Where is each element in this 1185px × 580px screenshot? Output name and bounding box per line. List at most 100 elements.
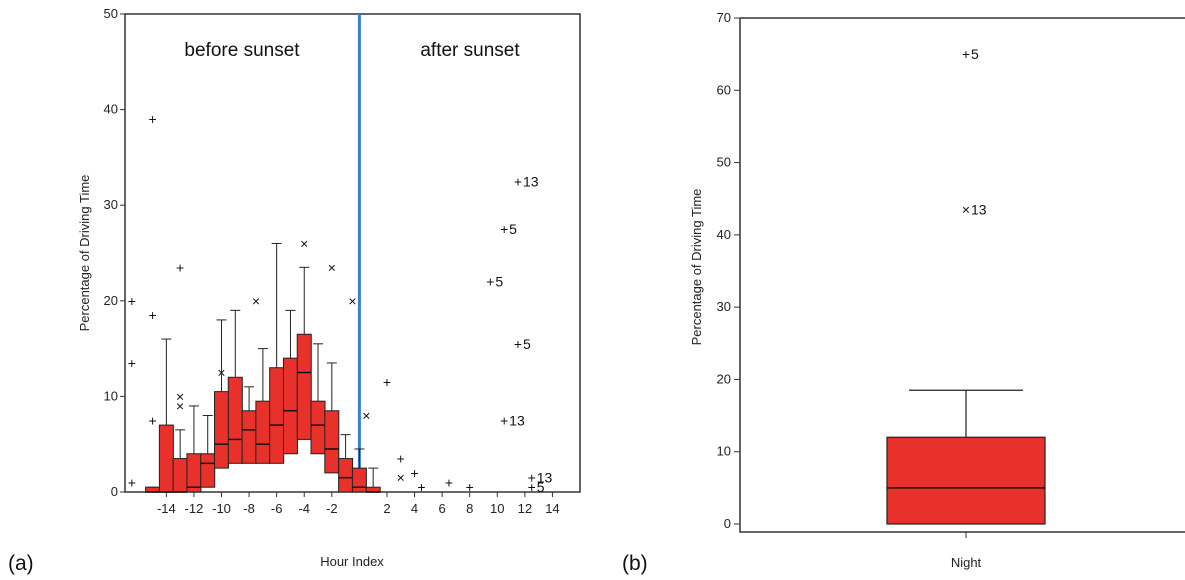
chart-a-box-rect <box>269 367 285 464</box>
chart-a-outlier-marker: + <box>445 474 453 490</box>
chart-a-y-tick-label: 20 <box>104 293 118 308</box>
chart-a-outlier-marker: + <box>514 173 522 189</box>
chart-a-y-tick-label: 50 <box>104 6 118 21</box>
chart-a-box-rect <box>241 410 257 464</box>
panel-a-label: (a) <box>8 552 34 575</box>
chart-a-box <box>255 348 271 464</box>
chart-a-outlier-marker: × <box>397 470 405 486</box>
chart-a-box-rect <box>172 458 188 493</box>
chart-a-x-tick-label: 6 <box>439 501 446 516</box>
chart-a-box-rect <box>200 453 216 488</box>
chart-a-outlier-marker: × <box>176 388 184 404</box>
chart-b-outlier-label: 13 <box>971 202 987 218</box>
chart-b-y-tick-label: 30 <box>717 299 731 314</box>
chart-a-box <box>310 343 326 455</box>
chart-a-outlier-marker: + <box>383 374 391 390</box>
chart-a-outlier-marker: + <box>148 111 156 127</box>
chart-a-box-rect <box>310 400 326 455</box>
chart-a-outlier-marker: × <box>328 259 336 275</box>
chart-b-outlier-marker: × <box>962 202 970 218</box>
chart-b-y-tick-label: 20 <box>717 371 731 386</box>
chart-a-box-rect <box>324 410 340 474</box>
chart-a-box-rect <box>338 458 354 493</box>
chart-a-outlier-marker: × <box>362 408 370 424</box>
chart-a-y-tick-label: 0 <box>111 484 118 499</box>
chart-a-box <box>269 242 285 464</box>
chart-a-x-tick-label: 4 <box>411 501 418 516</box>
chart-a-outlier-marker: + <box>500 221 508 237</box>
chart-a-box <box>324 362 340 474</box>
chart-a-outlier-label: 5 <box>509 221 517 237</box>
chart-a-outlier-marker: + <box>397 451 405 467</box>
chart-a-x-tick-label: 2 <box>383 501 390 516</box>
chart-a-x-tick-label: -8 <box>243 501 255 516</box>
chart-a-box <box>338 434 354 493</box>
chart-a-x-tick-label: 12 <box>518 501 532 516</box>
chart-a-box-rect <box>227 376 243 464</box>
chart-a-outlier-marker: + <box>148 307 156 323</box>
chart-a-outlier-label: 5 <box>523 336 531 352</box>
chart-a-outlier-marker: + <box>128 474 136 490</box>
chart-a-y-tick-label: 30 <box>104 197 118 212</box>
chart-a-box-rect <box>158 424 174 493</box>
chart-a-outlier-label: 5 <box>537 479 545 495</box>
chart-a-outlier-label: 13 <box>537 470 553 486</box>
chart-a-outlier-label: 5 <box>495 274 503 290</box>
chart-b-y-tick-label: 60 <box>717 82 731 97</box>
chart-b-y-tick-label: 70 <box>717 10 731 25</box>
chart-a-box <box>365 467 381 493</box>
chart-b-outlier-marker: + <box>962 46 970 62</box>
chart-a-y-axis-label: Percentage of Driving Time <box>77 175 92 332</box>
chart-a-y-tick-label: 10 <box>104 388 118 403</box>
chart-a-outlier-marker: + <box>486 274 494 290</box>
chart-a-box-rect <box>255 400 271 464</box>
chart-a-box <box>214 319 230 469</box>
chart-a-outlier-label: 13 <box>509 412 525 428</box>
chart-b: Percentage of Driving Time Night 0 10 20 30… <box>689 10 1185 570</box>
chart-a-outlier-marker: + <box>466 479 474 495</box>
chart-b-box-rect <box>886 436 1046 525</box>
chart-a-box <box>351 448 367 493</box>
chart-a-box <box>296 266 312 440</box>
chart-a-outlier-marker: × <box>348 293 356 309</box>
chart-a-box-rect <box>296 333 312 440</box>
chart-b-y-tick-label: 50 <box>717 155 731 170</box>
chart-a-box-rect <box>282 357 298 455</box>
chart-a-outlier-marker: + <box>417 479 425 495</box>
chart-b-y-tick-label: 40 <box>717 227 731 242</box>
chart-a-region-before-label: before sunset <box>184 40 300 61</box>
chart-a-x-tick-label: -10 <box>212 501 231 516</box>
chart-a-outlier-marker: + <box>528 479 536 495</box>
chart-a-box <box>200 415 216 488</box>
chart-b-axes <box>739 18 1185 533</box>
chart-b-y-tick-label: 0 <box>724 516 731 531</box>
chart-a-box <box>158 338 174 493</box>
chart-a-outlier-label: 13 <box>523 173 539 189</box>
chart-b-y-axis-label: Percentage of Driving Time <box>689 189 704 346</box>
chart-a-outlier-marker: × <box>176 398 184 414</box>
chart-a-x-tick-label: -6 <box>271 501 283 516</box>
chart-a-outlier-marker: + <box>128 293 136 309</box>
chart-a-box <box>145 486 161 493</box>
chart-b-category-label-night: Night <box>951 555 982 570</box>
chart-a-box <box>227 309 243 464</box>
chart-a-box <box>186 405 202 493</box>
chart-a-box <box>172 429 188 493</box>
chart-b-y-tick-label: 10 <box>717 444 731 459</box>
chart-a-outlier-marker: + <box>128 355 136 371</box>
chart-a-x-tick-label: 14 <box>545 501 559 516</box>
chart-a-outlier-marker: + <box>514 336 522 352</box>
chart-a-y-tick-label: 40 <box>104 102 118 117</box>
chart-a-x-tick-label: -4 <box>298 501 310 516</box>
chart-a-x-tick-label: 10 <box>490 501 504 516</box>
chart-a-x-tick-label: -14 <box>157 501 176 516</box>
chart-a: before sunset after sunset Percentage of… <box>77 6 581 569</box>
chart-a-outlier-marker: + <box>410 465 418 481</box>
chart-a-outlier-marker: × <box>300 235 308 251</box>
chart-a-outlier-marker: + <box>148 412 156 428</box>
chart-a-outlier-marker: + <box>176 259 184 275</box>
chart-a-x-tick-label: -2 <box>326 501 338 516</box>
chart-a-box-rect <box>214 391 230 469</box>
panel-b-label: (b) <box>622 552 648 575</box>
chart-a-x-tick-label: 8 <box>466 501 473 516</box>
